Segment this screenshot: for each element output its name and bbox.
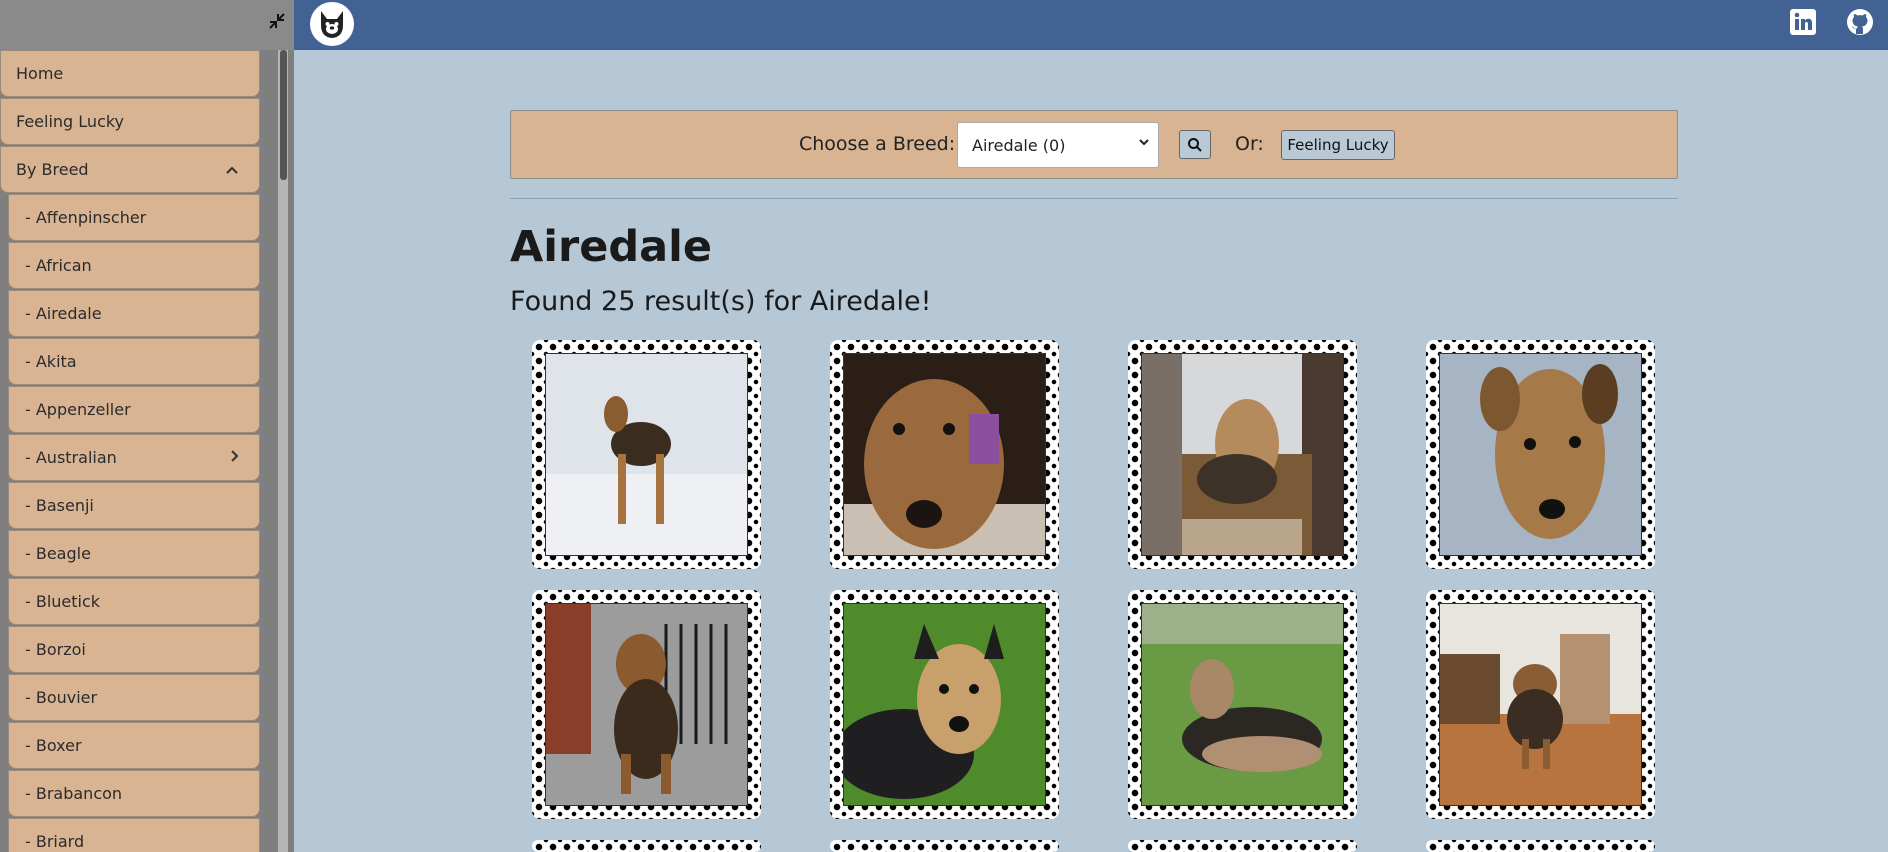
sidebar-breed-borzoi[interactable]: - Borzoi [8, 626, 260, 673]
sidebar-item-home[interactable]: Home [0, 50, 260, 97]
breed-label: - Beagle [25, 544, 91, 563]
divider [510, 198, 1678, 199]
dog-photo-card[interactable] [830, 340, 1059, 569]
dog-photo-card[interactable] [1426, 840, 1655, 852]
or-label: Or: [1235, 133, 1264, 155]
choose-breed-label: Choose a Breed: [799, 133, 956, 155]
top-bar [0, 0, 1888, 50]
dog-photo[interactable] [843, 353, 1046, 556]
breed-label: - Akita [25, 352, 77, 371]
sidebar-breed-briard[interactable]: - Briard [8, 818, 260, 852]
sidebar-breed-brabancon[interactable]: - Brabancon [8, 770, 260, 817]
sidebar-breed-akita[interactable]: - Akita [8, 338, 260, 385]
dog-photo[interactable] [1439, 603, 1642, 806]
dog-photo[interactable] [545, 353, 748, 556]
breed-label: - Bluetick [25, 592, 101, 611]
sidebar-item-label: Home [16, 64, 64, 83]
results-count: Found 25 result(s) for Airedale! [510, 286, 932, 317]
sidebar-item-by-breed[interactable]: By Breed [0, 146, 260, 193]
breed-label: - Affenpinscher [25, 208, 147, 227]
breed-label: - Briard [25, 832, 85, 851]
sidebar-breed-beagle[interactable]: - Beagle [8, 530, 260, 577]
dog-photo[interactable] [545, 603, 748, 806]
breed-label: - Borzoi [25, 640, 86, 659]
sidebar-breed-basenji[interactable]: - Basenji [8, 482, 260, 529]
sidebar-item-label: By Breed [16, 160, 89, 179]
breed-select-value: Airedale (0) [972, 135, 1066, 155]
dog-photo-card[interactable] [1426, 340, 1655, 569]
breed-label: - Appenzeller [25, 400, 131, 419]
dog-photo-card[interactable] [532, 340, 761, 569]
sidebar-breed-affenpinscher[interactable]: - Affenpinscher [8, 194, 260, 241]
dog-photo-card[interactable] [532, 590, 761, 819]
dog-photo-card[interactable] [532, 840, 761, 852]
github-icon[interactable] [1846, 8, 1874, 36]
sidebar-breed-airedale[interactable]: - Airedale [8, 290, 260, 337]
sidebar-item-label: Feeling Lucky [16, 112, 125, 131]
sidebar-scroll-thumb[interactable] [280, 50, 287, 180]
dog-photo[interactable] [1439, 353, 1642, 556]
breed-label: - Australian [25, 448, 117, 467]
dog-logo-icon[interactable] [310, 2, 354, 46]
collapse-sidebar-icon[interactable] [266, 10, 288, 32]
breed-label: - Basenji [25, 496, 94, 515]
dog-photo-card[interactable] [1128, 340, 1357, 569]
page-title: Airedale [510, 222, 713, 272]
breed-select[interactable]: Airedale (0) [957, 122, 1159, 168]
chevron-right-icon [229, 448, 239, 467]
breed-label: - African [25, 256, 92, 275]
sidebar-breed-appenzeller[interactable]: - Appenzeller [8, 386, 260, 433]
breed-label: - Airedale [25, 304, 102, 323]
sidebar-header [0, 0, 294, 50]
dog-photo-card[interactable] [1426, 590, 1655, 819]
feeling-lucky-button[interactable]: Feeling Lucky [1281, 130, 1395, 160]
sidebar-scrollbar[interactable] [278, 50, 288, 852]
sidebar-breed-australian[interactable]: - Australian [8, 434, 260, 481]
sidebar: Home Feeling Lucky By Breed - Affenpinsc… [0, 50, 294, 852]
dog-photo[interactable] [1141, 353, 1344, 556]
dog-photo-card[interactable] [830, 590, 1059, 819]
breed-label: - Boxer [25, 736, 82, 755]
dog-photo-card[interactable] [1128, 590, 1357, 819]
dog-photo-card[interactable] [1128, 840, 1357, 852]
sidebar-item-feeling-lucky[interactable]: Feeling Lucky [0, 98, 260, 145]
breed-label: - Bouvier [25, 688, 98, 707]
breed-search-bar: Choose a Breed: Airedale (0) Or: Feeling… [510, 110, 1678, 179]
search-icon [1188, 137, 1202, 152]
chevron-down-icon [1138, 136, 1150, 152]
dog-photo-card[interactable] [830, 840, 1059, 852]
breed-label: - Brabancon [25, 784, 123, 803]
dog-photo[interactable] [843, 603, 1046, 806]
sidebar-breed-bouvier[interactable]: - Bouvier [8, 674, 260, 721]
chevron-up-icon [225, 160, 239, 179]
linkedin-icon[interactable] [1789, 8, 1817, 36]
sidebar-breed-african[interactable]: - African [8, 242, 260, 289]
search-button[interactable] [1179, 130, 1211, 159]
sidebar-breed-boxer[interactable]: - Boxer [8, 722, 260, 769]
sidebar-breed-bluetick[interactable]: - Bluetick [8, 578, 260, 625]
dog-photo[interactable] [1141, 603, 1344, 806]
